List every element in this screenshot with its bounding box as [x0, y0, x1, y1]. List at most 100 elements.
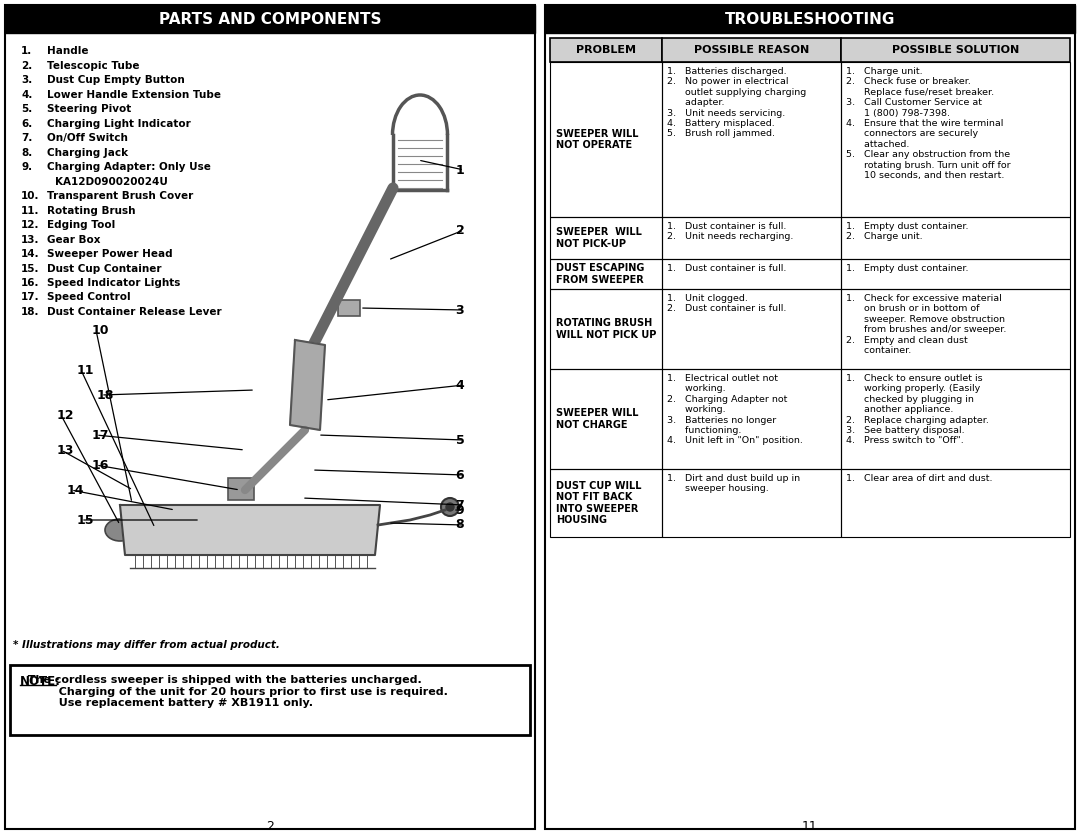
- Bar: [5, 5, 535, 33]
- Bar: [550, 369, 662, 469]
- Bar: [545, 5, 1075, 33]
- Text: 1.   Dirt and dust build up in
      sweeper housing.: 1. Dirt and dust build up in sweeper hou…: [666, 474, 800, 494]
- Text: Steering Pivot: Steering Pivot: [48, 104, 132, 114]
- Circle shape: [446, 503, 454, 511]
- Text: 18.: 18.: [21, 307, 40, 317]
- Bar: [5, 5, 535, 829]
- Text: 7.: 7.: [21, 133, 32, 143]
- Bar: [550, 38, 662, 62]
- Text: Lower Handle Extension Tube: Lower Handle Extension Tube: [48, 89, 221, 99]
- Bar: [662, 62, 841, 217]
- Bar: [550, 469, 662, 537]
- Text: 8.: 8.: [21, 148, 32, 158]
- Text: 17: 17: [91, 429, 109, 441]
- Text: 1.   Empty dust container.: 1. Empty dust container.: [847, 264, 969, 273]
- Text: 14.: 14.: [21, 249, 40, 259]
- Text: 1.   Dust container is full.
2.   Unit needs recharging.: 1. Dust container is full. 2. Unit needs…: [666, 222, 793, 241]
- Bar: [841, 38, 1070, 62]
- Circle shape: [441, 498, 459, 516]
- Text: 1.   Charge unit.
2.   Check fuse or breaker.
      Replace fuse/reset breaker.
: 1. Charge unit. 2. Check fuse or breaker…: [847, 67, 1011, 180]
- Text: DUST CUP WILL
NOT FIT BACK
INTO SWEEPER
HOUSING: DUST CUP WILL NOT FIT BACK INTO SWEEPER …: [556, 480, 642, 525]
- Bar: [10, 665, 530, 735]
- Text: 4: 4: [456, 379, 464, 391]
- Text: 3.: 3.: [21, 75, 32, 85]
- Text: * Illustrations may differ from actual product.: * Illustrations may differ from actual p…: [13, 640, 280, 650]
- Text: 16: 16: [92, 459, 109, 471]
- Bar: [841, 369, 1070, 469]
- Text: 1.   Unit clogged.
2.   Dust container is full.: 1. Unit clogged. 2. Dust container is fu…: [666, 294, 786, 314]
- Text: 1.   Check for excessive material
      on brush or in bottom of
      sweeper. : 1. Check for excessive material on brush…: [847, 294, 1007, 355]
- Text: 1: 1: [456, 163, 464, 177]
- Text: 1.   Batteries discharged.
2.   No power in electrical
      outlet supplying ch: 1. Batteries discharged. 2. No power in …: [666, 67, 806, 138]
- Ellipse shape: [312, 526, 367, 554]
- Bar: [550, 217, 662, 259]
- Bar: [662, 469, 841, 537]
- Text: Dust Cup Empty Button: Dust Cup Empty Button: [48, 75, 185, 85]
- Text: 10.: 10.: [21, 191, 40, 201]
- Bar: [662, 259, 841, 289]
- Text: Telescopic Tube: Telescopic Tube: [48, 61, 139, 71]
- Ellipse shape: [105, 519, 135, 541]
- Bar: [338, 300, 360, 316]
- Text: Charging Light Indicator: Charging Light Indicator: [48, 118, 191, 128]
- Text: Gear Box: Gear Box: [48, 234, 100, 244]
- Text: Edging Tool: Edging Tool: [48, 220, 116, 230]
- Bar: [841, 469, 1070, 537]
- Text: PARTS AND COMPONENTS: PARTS AND COMPONENTS: [159, 12, 381, 27]
- Text: 2: 2: [456, 224, 464, 237]
- Text: Dust Container Release Lever: Dust Container Release Lever: [48, 307, 221, 317]
- Text: ROTATING BRUSH
WILL NOT PICK UP: ROTATING BRUSH WILL NOT PICK UP: [556, 319, 657, 339]
- Text: TROUBLESHOOTING: TROUBLESHOOTING: [725, 12, 895, 27]
- Text: 11: 11: [77, 364, 94, 376]
- Text: 8: 8: [456, 519, 464, 531]
- Text: 9: 9: [456, 504, 464, 516]
- Bar: [662, 289, 841, 369]
- Text: The cordless sweeper is shipped with the batteries uncharged.
          Charging: The cordless sweeper is shipped with the…: [21, 675, 448, 708]
- Text: 2: 2: [266, 820, 274, 833]
- Text: 17.: 17.: [21, 293, 40, 303]
- Text: 15.: 15.: [21, 264, 40, 274]
- Text: 18: 18: [96, 389, 113, 401]
- Bar: [841, 259, 1070, 289]
- Text: 1.   Check to ensure outlet is
      working properly. (Easily
      checked by : 1. Check to ensure outlet is working pro…: [847, 374, 989, 445]
- Text: Speed Control: Speed Control: [48, 293, 131, 303]
- Bar: [662, 369, 841, 469]
- Bar: [550, 289, 662, 369]
- Text: KA12D090020024U: KA12D090020024U: [55, 177, 167, 187]
- Text: SWEEPER WILL
NOT CHARGE: SWEEPER WILL NOT CHARGE: [556, 408, 638, 430]
- Text: 16.: 16.: [21, 278, 40, 288]
- Text: 1.   Clear area of dirt and dust.: 1. Clear area of dirt and dust.: [847, 474, 993, 483]
- Text: 7: 7: [456, 499, 464, 511]
- Text: Transparent Brush Cover: Transparent Brush Cover: [48, 191, 193, 201]
- Text: NOTE:: NOTE:: [21, 675, 60, 688]
- Bar: [841, 62, 1070, 217]
- Ellipse shape: [130, 526, 210, 554]
- Text: 10: 10: [91, 324, 109, 336]
- Text: 2.: 2.: [21, 61, 32, 71]
- Text: 11: 11: [802, 820, 818, 833]
- Text: 12.: 12.: [21, 220, 40, 230]
- Text: 3: 3: [456, 304, 464, 316]
- Text: PROBLEM: PROBLEM: [576, 45, 636, 55]
- Text: 1.: 1.: [21, 46, 32, 56]
- Text: SWEEPER WILL
NOT OPERATE: SWEEPER WILL NOT OPERATE: [556, 128, 638, 150]
- Polygon shape: [120, 505, 380, 555]
- Text: DUST ESCAPING
FROM SWEEPER: DUST ESCAPING FROM SWEEPER: [556, 264, 645, 284]
- Text: 15: 15: [77, 514, 94, 526]
- Text: 1.   Dust container is full.: 1. Dust container is full.: [666, 264, 786, 273]
- Text: Sweeper Power Head: Sweeper Power Head: [48, 249, 173, 259]
- Text: 13.: 13.: [21, 234, 40, 244]
- Text: 1.   Empty dust container.
2.   Charge unit.: 1. Empty dust container. 2. Charge unit.: [847, 222, 969, 241]
- Text: 1.   Electrical outlet not
      working.
2.   Charging Adapter not
      workin: 1. Electrical outlet not working. 2. Cha…: [666, 374, 802, 445]
- Text: Dust Cup Container: Dust Cup Container: [48, 264, 162, 274]
- Text: 14: 14: [66, 484, 84, 496]
- Polygon shape: [291, 340, 325, 430]
- Text: 9.: 9.: [21, 162, 32, 172]
- Bar: [841, 217, 1070, 259]
- Text: On/Off Switch: On/Off Switch: [48, 133, 127, 143]
- Bar: [662, 217, 841, 259]
- Text: Rotating Brush: Rotating Brush: [48, 205, 135, 215]
- Text: Speed Indicator Lights: Speed Indicator Lights: [48, 278, 180, 288]
- Bar: [550, 259, 662, 289]
- Bar: [662, 38, 841, 62]
